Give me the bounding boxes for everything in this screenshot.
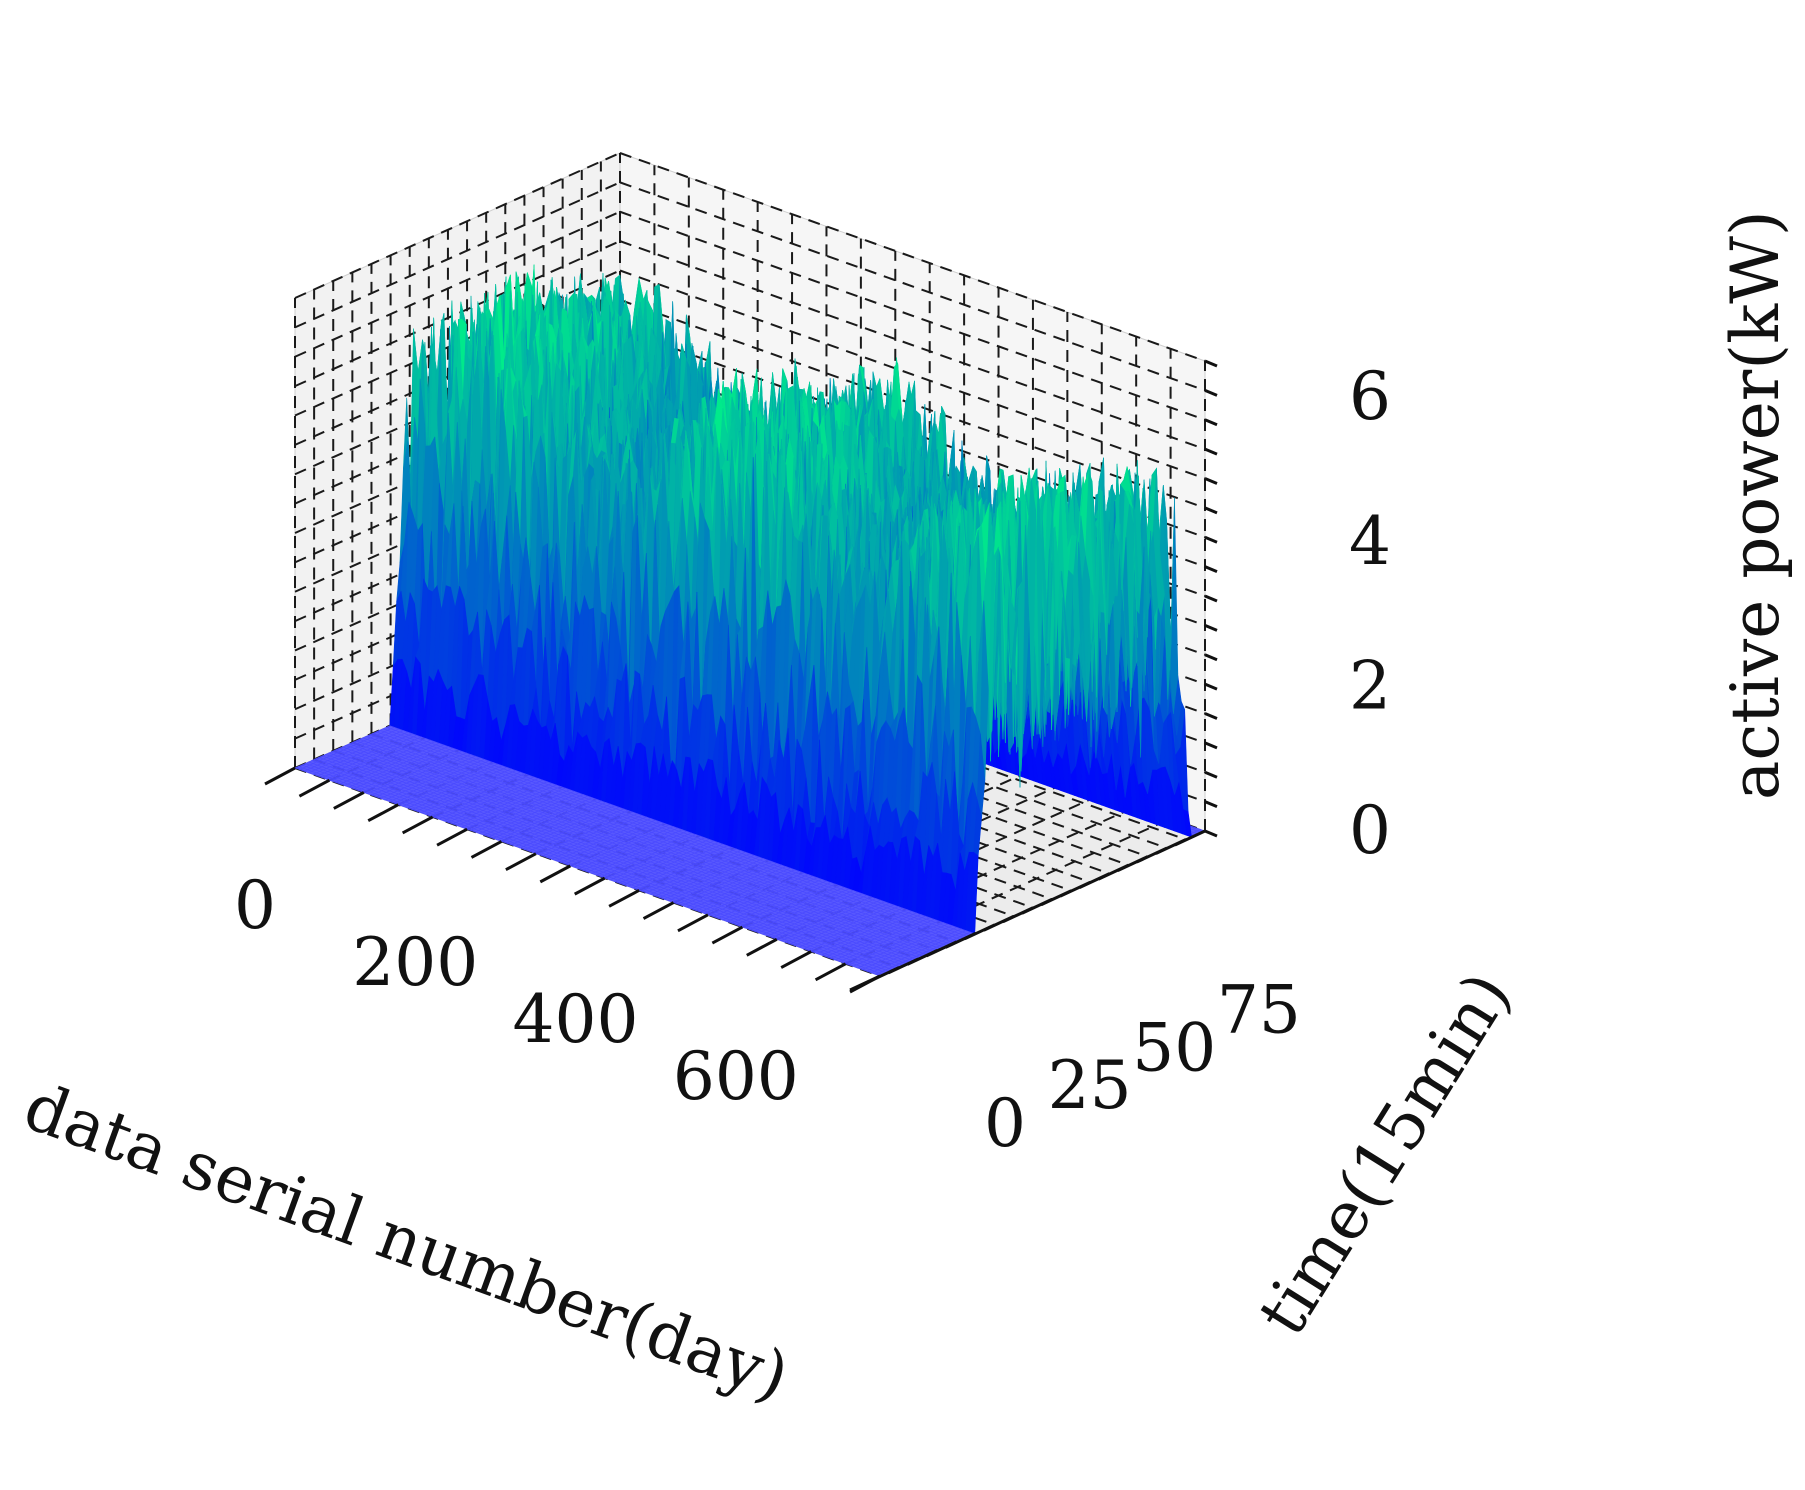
grid-back-z bbox=[619, 269, 1206, 480]
grid-back-z bbox=[619, 240, 1206, 451]
grid-back-z bbox=[619, 210, 1206, 421]
grid-back-z bbox=[619, 181, 1206, 392]
power-surface bbox=[294, 264, 1206, 977]
grid-back-z bbox=[619, 152, 1206, 362]
